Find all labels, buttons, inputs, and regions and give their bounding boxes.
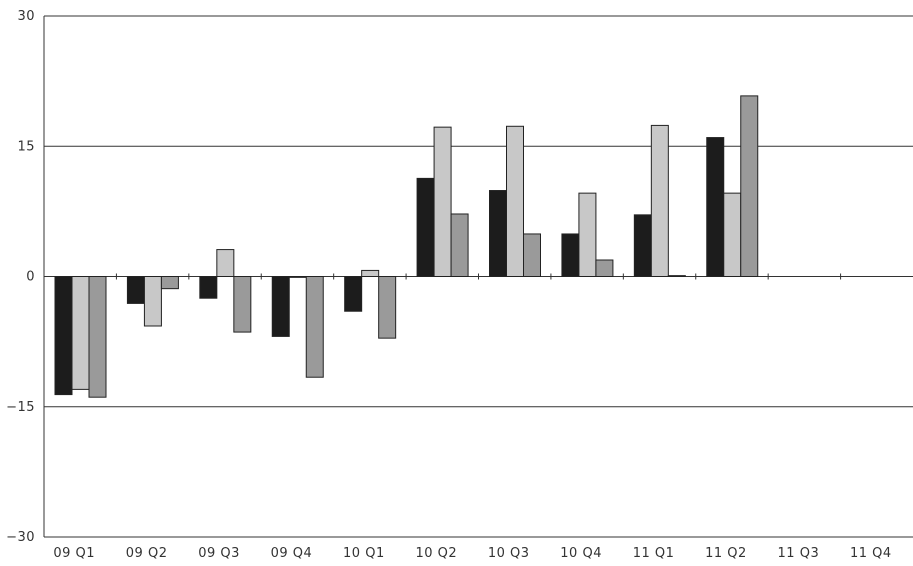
x-tick-label: 10 Q1: [343, 546, 385, 561]
x-tick-label: 10 Q2: [415, 546, 457, 561]
bar: [489, 190, 507, 277]
bar: [650, 124, 669, 277]
bar: [740, 95, 759, 277]
bar: [633, 214, 652, 277]
y-tick-label: 15: [17, 139, 35, 154]
bar: [143, 276, 162, 327]
bar: [361, 269, 380, 277]
bar: [216, 249, 235, 277]
x-tick-label: 10 Q3: [488, 546, 530, 561]
bar: [667, 275, 686, 277]
bar: [506, 125, 524, 277]
bar: [706, 137, 725, 277]
bar: [561, 233, 580, 277]
axes: [43, 16, 842, 537]
bar: [450, 213, 469, 277]
bar: [305, 276, 324, 378]
bar: [71, 276, 90, 390]
bar: [723, 192, 742, 277]
tick-labels: −30 −15 0 15 30 09 Q1 09 Q2 09 Q3 09 Q4 10 Q1 10 Q…: [6, 9, 892, 561]
x-tick-label: 09 Q2: [126, 546, 168, 561]
x-tick-label: 09 Q1: [53, 546, 95, 561]
x-tick-label: 11 Q3: [778, 546, 820, 561]
bar: [54, 276, 73, 396]
bar: [271, 276, 290, 337]
x-tick-label: 09 Q3: [198, 546, 240, 561]
bar: [160, 276, 179, 290]
bars: [54, 95, 759, 398]
bar: [233, 276, 252, 333]
bar: [344, 276, 363, 312]
y-tick-label: −30: [6, 530, 35, 545]
y-tick-label: 30: [17, 9, 35, 24]
x-tick-label: 11 Q2: [705, 546, 747, 561]
bar: [378, 276, 397, 339]
bar: [595, 259, 614, 278]
bar: [199, 276, 218, 299]
y-tick-label: −15: [6, 400, 35, 415]
bar: [288, 276, 307, 278]
x-tick-label: 11 Q4: [850, 546, 892, 561]
bar: [126, 276, 145, 304]
bar: [88, 276, 107, 398]
x-tick-label: 09 Q4: [271, 546, 313, 561]
y-tick-label: 0: [26, 270, 35, 285]
bar: [578, 192, 597, 277]
bar: [416, 177, 435, 277]
bar: [433, 126, 452, 277]
x-tick-label: 11 Q1: [633, 546, 675, 561]
bar: [523, 233, 541, 277]
x-tick-label: 10 Q4: [560, 546, 602, 561]
